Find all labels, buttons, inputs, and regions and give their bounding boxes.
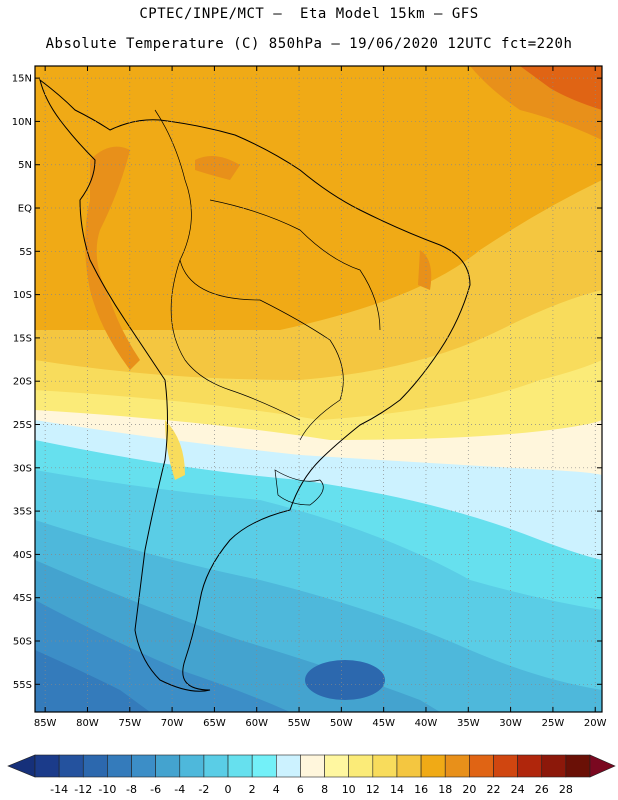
plot-frame xyxy=(34,65,603,713)
colorbar-swatch xyxy=(131,754,156,778)
lon-label: 70W xyxy=(161,718,184,729)
colorbar-label: 10 xyxy=(342,783,356,796)
colorbar-label: 2 xyxy=(249,783,256,796)
longitude-labels: 85W 80W 75W 70W 65W 60W 55W 50W 45W 40W 35W 30W 25W 2… xyxy=(34,718,607,729)
colorbar-label: 14 xyxy=(390,783,404,796)
colorbar-swatch xyxy=(155,754,181,778)
colorbar-label: -12 xyxy=(74,783,92,796)
lat-label: 50S xyxy=(13,636,32,647)
colorbar-swatch xyxy=(227,754,253,778)
temperature-field xyxy=(35,66,602,712)
colorbar-swatch xyxy=(251,754,277,778)
lat-label: 5S xyxy=(19,247,32,258)
colorbar-label: 28 xyxy=(559,783,573,796)
colorbar-label: 20 xyxy=(462,783,476,796)
colorbar xyxy=(7,754,616,778)
colorbar-label: 22 xyxy=(486,783,500,796)
lon-label: 80W xyxy=(76,718,99,729)
axis-ticks xyxy=(35,66,602,712)
lat-label: 25S xyxy=(13,420,32,431)
colorbar-label: 8 xyxy=(321,783,328,796)
lon-label: 55W xyxy=(288,718,311,729)
colorbar-label: 26 xyxy=(535,783,549,796)
colorbar-swatch xyxy=(444,754,470,778)
colorbar-label: 16 xyxy=(414,783,428,796)
lon-label: 65W xyxy=(203,718,226,729)
cold-patch xyxy=(305,660,385,700)
colorbar-label: 18 xyxy=(438,783,452,796)
colorbar-swatch xyxy=(203,754,229,778)
colorbar-swatch xyxy=(420,754,446,778)
colorbar-label: -10 xyxy=(98,783,116,796)
colorbar-swatch xyxy=(493,754,518,778)
colorbar-swatch xyxy=(324,754,349,778)
lat-label: 15N xyxy=(12,74,32,85)
lon-label: 40W xyxy=(415,718,438,729)
lon-label: 50W xyxy=(330,718,353,729)
colorbar-swatch xyxy=(348,754,374,778)
coastlines xyxy=(39,78,471,692)
colorbar-swatch xyxy=(34,754,60,778)
colorbar-swatch xyxy=(300,754,325,778)
colorbar-label: 6 xyxy=(297,783,304,796)
colorbar-swatch xyxy=(82,754,108,778)
lat-label: 35S xyxy=(13,507,32,518)
colorbar-labels: -14 -12 -10 -8 -6 -4 -2 0 2 4 6 8 10 12 14 16 18 20 22 24 26… xyxy=(50,783,573,796)
latitude-labels: 15N 10N 5N EQ 5S 10S 15S 20S 25S 30S 35S 40S 45S 50S 5… xyxy=(12,74,32,691)
lon-label: 45W xyxy=(372,718,395,729)
country-borders xyxy=(154,109,344,441)
lon-label: 30W xyxy=(499,718,522,729)
lat-label: 45S xyxy=(13,593,32,604)
colorbar-swatch xyxy=(517,754,543,778)
colorbar-label: -14 xyxy=(50,783,68,796)
map-title-line-1: CPTEC/INPE/MCT – Eta Model 15km – GFS xyxy=(139,6,479,22)
colorbar-swatch xyxy=(276,754,301,778)
field-band-m8c xyxy=(35,650,150,712)
lon-label: 25W xyxy=(542,718,565,729)
lat-label: 5N xyxy=(18,160,32,171)
colorbar-under-arrow xyxy=(7,754,36,778)
lat-label: 10S xyxy=(13,290,32,301)
south-america-coast xyxy=(39,78,471,692)
colorbar-swatch xyxy=(179,754,205,778)
andes-band-20c xyxy=(85,146,140,370)
colorbar-swatch xyxy=(469,754,494,778)
colorbar-swatch xyxy=(107,754,132,778)
colorbar-label: 24 xyxy=(511,783,525,796)
lat-label: 20S xyxy=(13,377,32,388)
map-title-line-2: Absolute Temperature (C) 850hPa – 19/06/… xyxy=(45,36,573,52)
lat-label: 10N xyxy=(12,117,32,128)
colorbar-label: 4 xyxy=(273,783,280,796)
lon-label: 85W xyxy=(34,718,57,729)
colorbar-label: 0 xyxy=(225,783,232,796)
graticule xyxy=(35,66,602,712)
colorbar-swatch xyxy=(396,754,422,778)
colorbar-swatch xyxy=(58,754,84,778)
lat-label: 55S xyxy=(13,680,32,691)
field-band-22c xyxy=(520,66,602,110)
colorbar-label: -4 xyxy=(174,783,185,796)
colorbar-over-arrow xyxy=(589,754,616,778)
lon-label: 35W xyxy=(457,718,480,729)
colorbar-swatch xyxy=(541,754,567,778)
lat-label: 15S xyxy=(13,333,32,344)
lat-label: 40S xyxy=(13,550,32,561)
lat-label: 30S xyxy=(13,463,32,474)
colorbar-label: -2 xyxy=(198,783,209,796)
lat-label: EQ xyxy=(18,204,32,215)
lon-label: 60W xyxy=(245,718,268,729)
lon-label: 75W xyxy=(118,718,141,729)
colorbar-label: -8 xyxy=(126,783,137,796)
lon-label: 20W xyxy=(584,718,607,729)
colorbar-swatch xyxy=(372,754,398,778)
colorbar-label: 12 xyxy=(366,783,380,796)
colorbar-swatch xyxy=(565,754,591,778)
colorbar-label: -6 xyxy=(150,783,161,796)
